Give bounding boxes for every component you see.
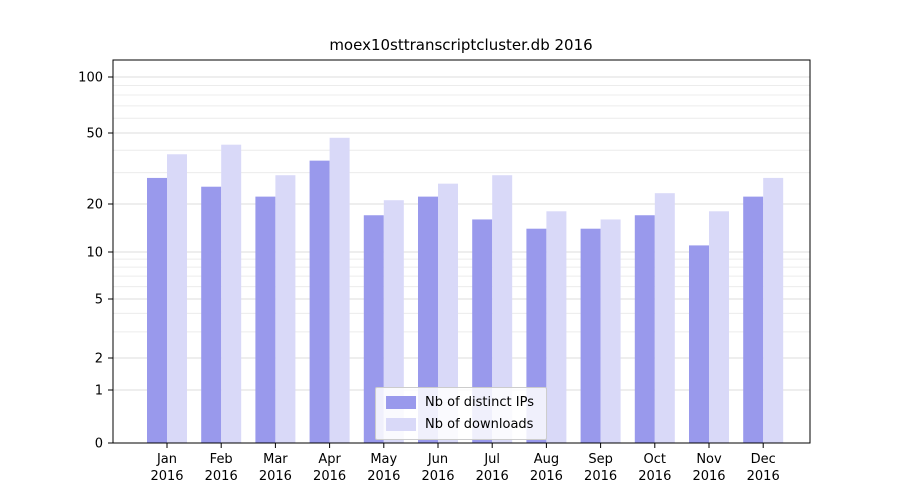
y-tick-label: 100 (78, 71, 103, 86)
x-tick-label-month: Jan (156, 452, 177, 467)
x-tick-label-year: 2016 (476, 469, 509, 484)
bar-distinct-ips-mar (255, 196, 276, 443)
bar-downloads-may (383, 200, 404, 443)
x-tick-label-month: Mar (263, 452, 288, 467)
x-tick-label-year: 2016 (205, 469, 238, 484)
x-tick-label-year: 2016 (638, 469, 671, 484)
x-tick-label-month: Feb (210, 452, 233, 467)
bar-downloads-nov (709, 211, 729, 443)
y-tick-label: 5 (95, 293, 103, 308)
legend-swatch-distinct-ips (386, 396, 417, 409)
x-tick-label-year: 2016 (584, 469, 617, 484)
bar-distinct-ips-may (363, 215, 384, 443)
bar-downloads-feb (221, 144, 242, 443)
bar-downloads-aug (546, 211, 567, 443)
y-tick-label: 2 (95, 352, 103, 367)
y-tick-label: 50 (86, 127, 103, 142)
bar-downloads-jan (167, 154, 187, 443)
bar-distinct-ips-feb (201, 186, 222, 444)
x-tick-label-month: Jun (427, 452, 448, 467)
x-tick-label-year: 2016 (692, 469, 725, 484)
legend-item-downloads: Nb of downloads (386, 417, 534, 432)
bar-downloads-jun (438, 183, 458, 444)
x-tick-label-month: Aug (534, 452, 559, 467)
bar-downloads-oct (654, 193, 675, 443)
y-tick-label: 20 (86, 198, 103, 213)
legend-label-distinct-ips: Nb of distinct IPs (425, 395, 534, 410)
x-tick-label-month: Apr (318, 452, 341, 467)
bar-distinct-ips-jan (147, 177, 167, 443)
x-tick-label-year: 2016 (530, 469, 563, 484)
chart-title: moex10sttranscriptcluster.db 2016 (329, 36, 593, 54)
bar-downloads-dec (763, 177, 784, 443)
bar-downloads-jul (492, 175, 513, 443)
x-tick-label-month: Nov (696, 452, 722, 467)
y-tick-label: 1 (95, 384, 103, 399)
x-tick-label-year: 2016 (150, 469, 183, 484)
x-tick-label-month: Jul (483, 452, 500, 467)
legend-item-distinct-ips: Nb of distinct IPs (386, 395, 534, 410)
x-tick-label-month: Oct (644, 452, 666, 467)
x-tick-label-month: Sep (588, 452, 613, 467)
bar-downloads-sep (600, 219, 621, 443)
y-tick-label: 10 (86, 246, 103, 261)
x-tick-label-year: 2016 (421, 469, 454, 484)
x-tick-label-year: 2016 (313, 469, 346, 484)
x-tick-label-year: 2016 (747, 469, 780, 484)
y-tick-label: 0 (95, 437, 103, 452)
bar-distinct-ips-nov (689, 245, 709, 443)
bar-distinct-ips-jun (418, 196, 438, 443)
x-tick-label-month: May (370, 452, 397, 467)
bar-downloads-mar (275, 175, 296, 443)
bar-downloads-apr (329, 137, 350, 443)
bar-distinct-ips-dec (743, 196, 764, 443)
chart-legend: Nb of distinct IPs Nb of downloads (375, 387, 547, 440)
legend-label-downloads: Nb of downloads (425, 417, 534, 432)
x-tick-label-month: Dec (751, 452, 776, 467)
x-tick-label-year: 2016 (367, 469, 400, 484)
legend-swatch-downloads (386, 418, 417, 431)
bar-distinct-ips-sep (580, 228, 601, 443)
bar-distinct-ips-apr (309, 160, 330, 443)
x-tick-label-year: 2016 (259, 469, 292, 484)
bar-distinct-ips-oct (634, 215, 655, 443)
